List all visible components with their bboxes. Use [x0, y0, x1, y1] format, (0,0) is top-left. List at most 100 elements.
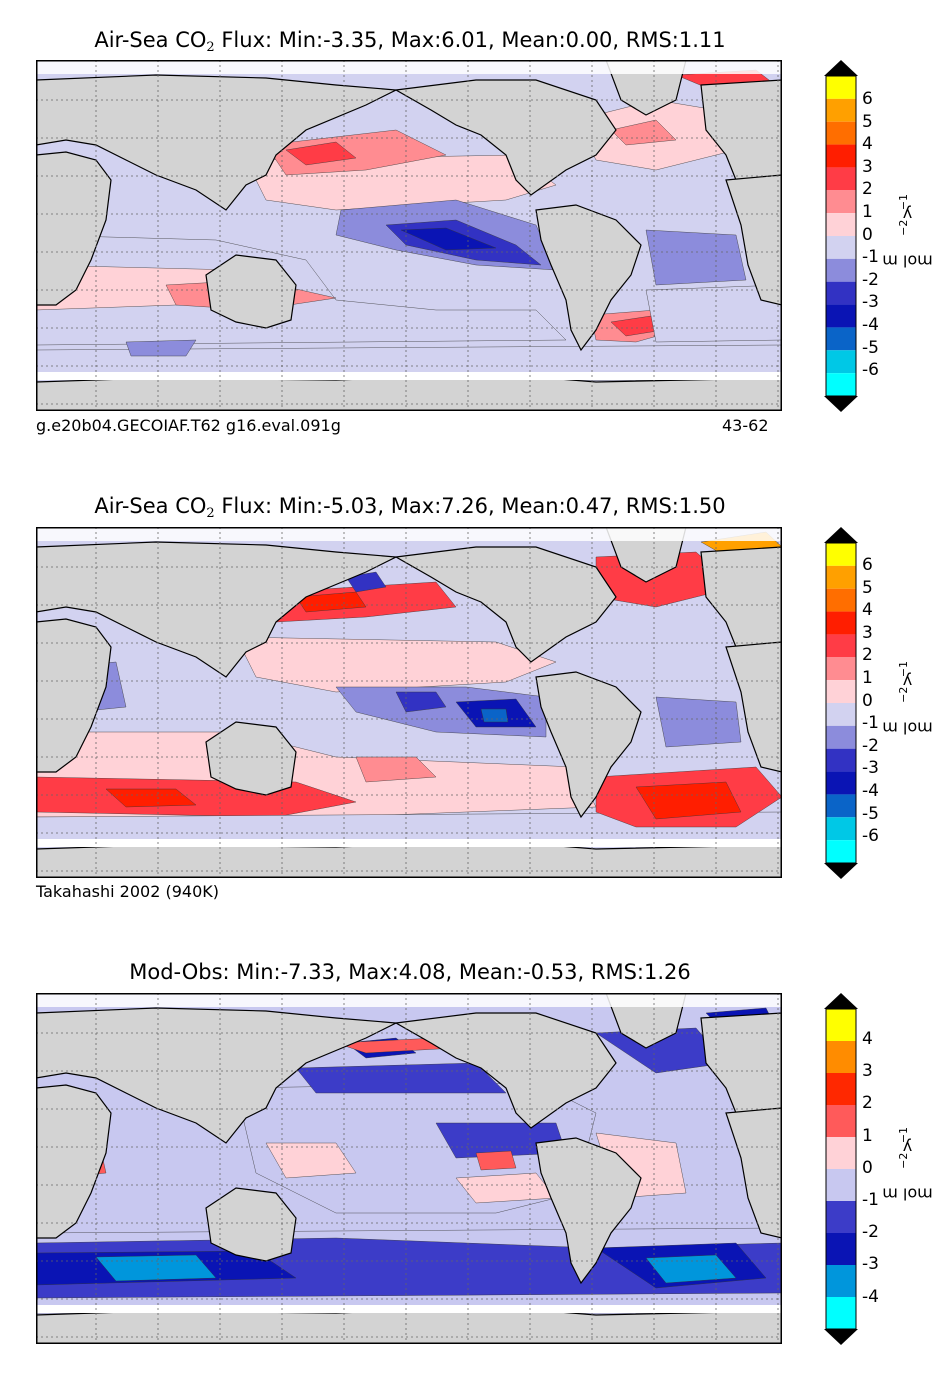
- contour-patch: [95, 1254, 217, 1282]
- colorbar-swatch: [826, 281, 856, 305]
- panel2-title: Air-Sea CO2 Flux: Min:-5.03, Max:7.26, M…: [94, 494, 726, 521]
- colorbar-extend-max: [824, 60, 858, 76]
- colorbar-extend-max: [824, 993, 858, 1009]
- colorbar-tick-label: -2: [862, 269, 879, 290]
- colorbar-swatch: [826, 350, 856, 374]
- colorbar-tick-label: -1: [862, 247, 879, 268]
- north-america-land: [394, 1012, 617, 1129]
- colorbar-tick-label: 4: [862, 134, 873, 155]
- colorbar-tick-label: 1: [862, 1125, 873, 1146]
- colorbar-tick-label: 5: [862, 111, 873, 132]
- australia-land: [205, 1187, 297, 1262]
- colorbar-tick-label: -4: [862, 315, 879, 335]
- colorbar-tick-label: 2: [862, 645, 873, 666]
- australia-land: [205, 721, 297, 796]
- colorbar-tick-label: -4: [862, 1286, 879, 1307]
- colorbar-swatch: [826, 1169, 856, 1201]
- colorbar-tick-label: 0: [862, 690, 873, 711]
- panel3-title: Mod-Obs: Min:-7.33, Max:4.08, Mean:-0.53…: [129, 960, 691, 984]
- colorbar-tick-label: 4: [862, 1029, 873, 1049]
- colorbar-tick-label: -3: [862, 292, 879, 313]
- eurasia-land: [36, 1007, 399, 1144]
- colorbar-frame: [825, 1008, 857, 1330]
- colorbar-tick-label: 1: [862, 202, 873, 222]
- colorbar-tick-label: 3: [862, 1061, 873, 1082]
- colorbar-swatch: [826, 304, 856, 328]
- colorbar-tick-label: 0: [862, 224, 873, 245]
- contour-patch: [295, 591, 367, 613]
- colorbar-extend-min: [824, 396, 858, 412]
- contour-patch: [635, 781, 742, 820]
- contour-patch: [36, 811, 782, 846]
- colorbar-swatch: [826, 213, 856, 236]
- colorbar-swatch: [826, 327, 856, 351]
- panel1-colorbar-label: mol m−2 y−1: [882, 193, 933, 271]
- colorbar-swatch: [826, 121, 856, 145]
- colorbar-swatch: [826, 1265, 856, 1297]
- south-america-land: [535, 204, 642, 352]
- north-ice: [36, 60, 782, 74]
- colorbar-swatch: [826, 76, 856, 99]
- colorbar-swatch: [826, 1201, 856, 1233]
- colorbar-swatch: [826, 258, 856, 282]
- map-frame: [36, 60, 782, 411]
- panel2-colorbar-label: mol m−2 y−1: [882, 660, 933, 738]
- panel1-title: Air-Sea CO2 Flux: Min:-3.35, Max:6.01, M…: [94, 28, 726, 55]
- africa-east-land: [725, 641, 782, 773]
- south-ice: [36, 372, 782, 380]
- colorbar-tick-label: -5: [862, 337, 879, 358]
- colorbar-swatch: [826, 840, 856, 863]
- eurasia-land: [36, 541, 399, 678]
- colorbar-tick-label: 6: [862, 555, 873, 575]
- australia-land: [205, 254, 297, 329]
- south-america-land: [535, 1137, 642, 1285]
- panel1-years: 43-62: [722, 416, 769, 435]
- colorbar-extend-min: [824, 1329, 858, 1345]
- colorbar-swatch: [826, 167, 856, 191]
- contour-patch: [285, 141, 357, 166]
- colorbar-frame: [825, 542, 857, 864]
- colorbar-swatch: [826, 725, 856, 749]
- contour-patch: [475, 1150, 517, 1171]
- colorbar-tick-label: -6: [862, 826, 879, 847]
- colorbar-tick-label: -2: [862, 735, 879, 756]
- colorbar-swatch: [826, 771, 856, 795]
- colorbar-swatch: [826, 1105, 856, 1137]
- contour-patch: [645, 229, 747, 286]
- colorbar-tick-label: -2: [862, 1222, 879, 1243]
- colorbar-tick-label: -1: [862, 713, 879, 734]
- colorbar-tick-label: 3: [862, 156, 873, 177]
- contour-patch: [105, 788, 197, 808]
- south-ice: [36, 1305, 782, 1313]
- colorbar-tick-label: -1: [862, 1190, 879, 1210]
- africa-land: [36, 151, 112, 306]
- colorbar-tick-label: 2: [862, 179, 873, 200]
- colorbar-tick-label: 1: [862, 668, 873, 688]
- colorbar-frame: [825, 75, 857, 397]
- colorbar-tick-label: -3: [862, 1254, 879, 1275]
- colorbar-swatch: [826, 1297, 856, 1329]
- panel1-source: g.e20b04.GECOIAF.T62 g16.eval.091g: [36, 416, 341, 435]
- panel1-colorbar: [824, 60, 858, 412]
- contour-patch: [400, 227, 497, 251]
- colorbar-swatch: [826, 634, 856, 658]
- north-ice: [36, 527, 782, 541]
- north-america-land: [394, 79, 617, 196]
- colorbar-tick-label: -6: [862, 360, 879, 381]
- colorbar-tick-label: 3: [862, 622, 873, 643]
- colorbar-tick-label: -5: [862, 803, 879, 824]
- contour-patch: [265, 1142, 357, 1179]
- contour-patch: [610, 119, 677, 146]
- panel2-colorbar: [824, 527, 858, 879]
- africa-east-land: [725, 1107, 782, 1239]
- colorbar-swatch: [826, 565, 856, 589]
- colorbar-swatch: [826, 373, 856, 396]
- africa-land: [36, 1084, 112, 1239]
- eurasia-land: [36, 74, 399, 211]
- contour-patch: [480, 708, 509, 723]
- colorbar-tick-label: -3: [862, 758, 879, 779]
- colorbar-swatch: [826, 748, 856, 772]
- contour-patch: [345, 571, 387, 593]
- colorbar-swatch: [826, 543, 856, 566]
- contour-patch: [125, 339, 197, 357]
